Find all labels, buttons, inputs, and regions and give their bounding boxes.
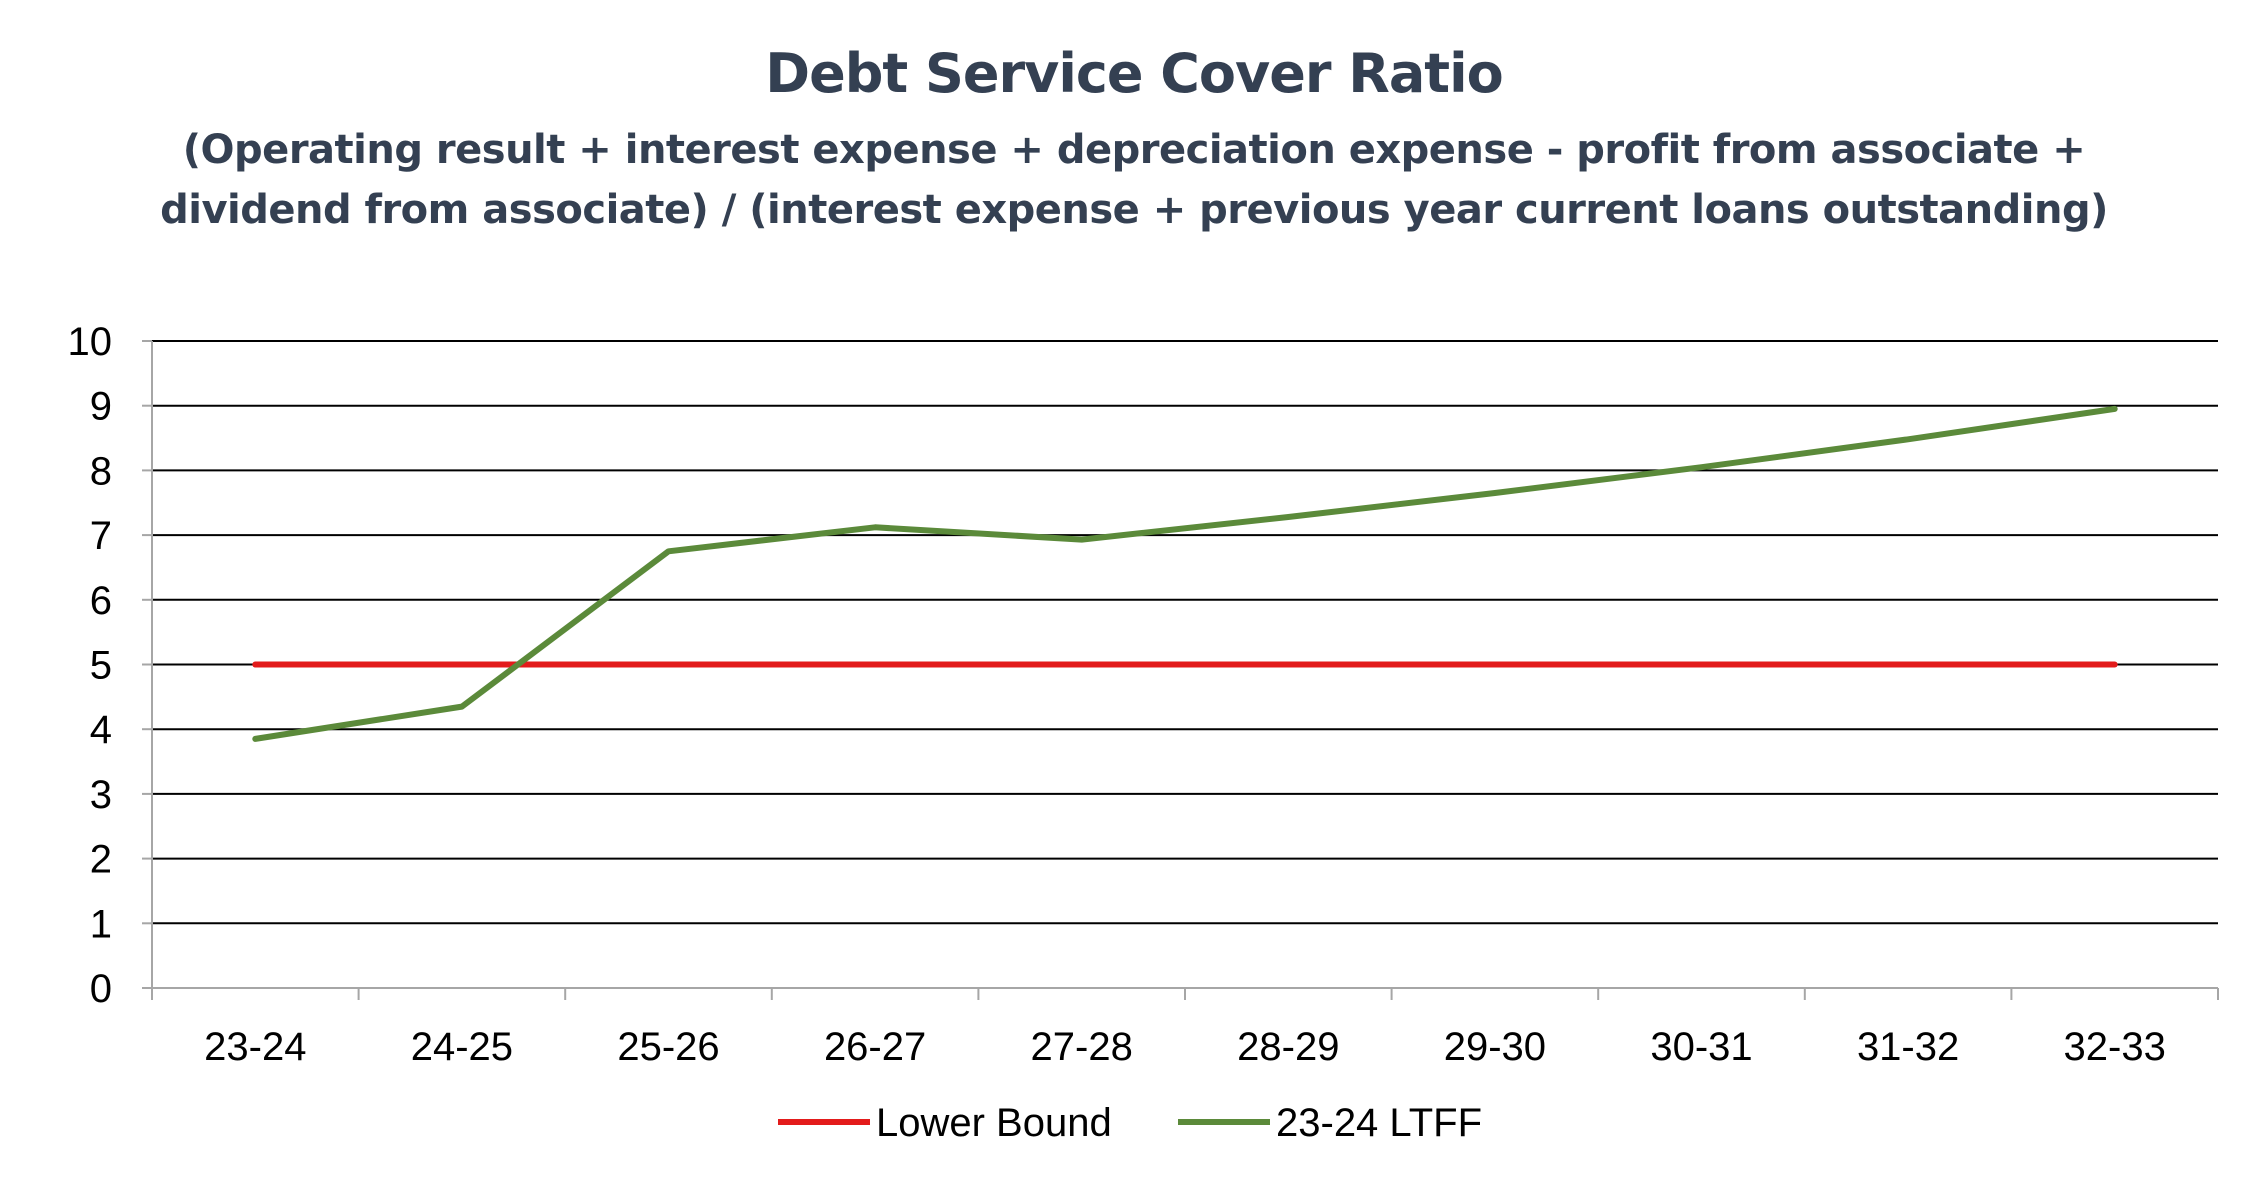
x-tick-label-23-24: 23-24: [204, 1025, 306, 1069]
chart-title: Debt Service Cover Ratio: [765, 42, 1503, 105]
x-tick-label-28-29: 28-29: [1237, 1025, 1339, 1069]
y-tick-label-5: 5: [90, 644, 112, 688]
y-axis-ticks: 0 1 2 3 4 5 6 7 8 9 10: [68, 320, 152, 1011]
gridlines: [152, 340, 2218, 925]
x-tick-label-30-31: 30-31: [1650, 1025, 1752, 1069]
x-axis-ticks: 23-24 24-25 25-26 26-27 27-28 28-29 29-30 30-31…: [151, 988, 2219, 1069]
y-tick-label-0: 0: [90, 967, 112, 1011]
chart-subtitle-line-1: (Operating result + interest expense + d…: [182, 127, 2086, 173]
y-tick-label-9: 9: [90, 385, 112, 429]
x-tick-label-27-28: 27-28: [1031, 1025, 1133, 1069]
legend-label-0: Lower Bound: [876, 1101, 1112, 1145]
y-tick-label-2: 2: [90, 838, 112, 882]
chart-subtitle-line-2: dividend from associate) / (interest exp…: [160, 187, 2108, 233]
x-tick-label-31-32: 31-32: [1857, 1025, 1959, 1069]
x-tick-label-25-26: 25-26: [617, 1025, 719, 1069]
y-tick-label-1: 1: [90, 902, 112, 946]
y-tick-label-3: 3: [90, 773, 112, 817]
y-tick-label-8: 8: [90, 449, 112, 493]
legend: Lower Bound 23-24 LTFF: [778, 1101, 1482, 1145]
chart-title-block: Debt Service Cover Ratio (Operating resu…: [0, 38, 2268, 240]
series-line-1: [252, 405, 2118, 742]
x-tick-label-29-30: 29-30: [1444, 1025, 1546, 1069]
y-tick-label-10: 10: [68, 320, 113, 364]
series-lines: [252, 405, 2118, 742]
y-tick-label-4: 4: [90, 708, 112, 752]
x-tick-label-24-25: 24-25: [411, 1025, 513, 1069]
legend-label-1: 23-24 LTFF: [1276, 1101, 1482, 1145]
x-tick-label-26-27: 26-27: [824, 1025, 926, 1069]
y-tick-label-6: 6: [90, 579, 112, 623]
x-tick-label-32-33: 32-33: [2064, 1025, 2166, 1069]
y-tick-label-7: 7: [90, 514, 112, 558]
